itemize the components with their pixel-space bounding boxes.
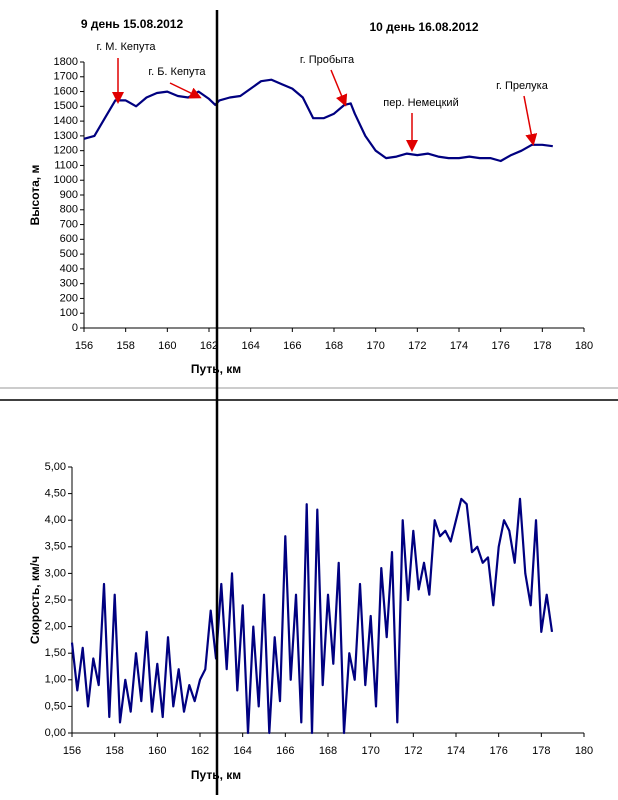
y-tick-label: 3,00 bbox=[45, 567, 66, 579]
y-tick-label: 0 bbox=[72, 322, 78, 334]
y-tick-label: 2,00 bbox=[45, 621, 66, 633]
y-tick-label: 1600 bbox=[54, 85, 78, 97]
y-tick-label: 700 bbox=[60, 218, 78, 230]
annotation: г. Пробыта bbox=[300, 54, 355, 66]
annotation-arrow bbox=[169, 82, 202, 99]
y-tick-label: 200 bbox=[60, 292, 78, 304]
x-tick-label: 172 bbox=[404, 745, 422, 757]
y-tick-label: 0,50 bbox=[45, 700, 66, 712]
y-tick-label: 1,00 bbox=[45, 674, 66, 686]
annotation: г. Прелука bbox=[496, 80, 549, 92]
annotation-arrow bbox=[330, 69, 348, 107]
y-tick-label: 4,50 bbox=[45, 488, 66, 500]
y-tick-label: 400 bbox=[60, 263, 78, 275]
x-tick-label: 156 bbox=[75, 340, 93, 352]
x-tick-label: 166 bbox=[283, 340, 301, 352]
x-tick-label: 158 bbox=[105, 745, 123, 757]
y-axis-label: Высота, м bbox=[28, 165, 42, 226]
annotation: г. Б. Кепута bbox=[148, 66, 206, 78]
y-tick-label: 500 bbox=[60, 248, 78, 260]
x-tick-label: 168 bbox=[319, 745, 337, 757]
x-tick-label: 164 bbox=[241, 340, 259, 352]
y-tick-label: 1500 bbox=[54, 100, 78, 112]
y-tick-label: 1,50 bbox=[45, 647, 66, 659]
x-tick-label: 180 bbox=[575, 340, 593, 352]
x-tick-label: 174 bbox=[447, 745, 465, 757]
y-axis-label: Скорость, км/ч bbox=[28, 556, 42, 644]
x-tick-label: 178 bbox=[533, 340, 551, 352]
line-series bbox=[83, 78, 553, 163]
day-label: 9 день 15.08.2012 bbox=[81, 17, 184, 31]
x-tick-label: 178 bbox=[532, 745, 550, 757]
x-tick-label: 170 bbox=[366, 340, 384, 352]
y-tick-label: 1800 bbox=[54, 56, 78, 68]
day-label: 10 день 16.08.2012 bbox=[370, 20, 479, 34]
y-tick-label: 1300 bbox=[54, 130, 78, 142]
y-tick-label: 4,00 bbox=[45, 514, 66, 526]
x-tick-label: 164 bbox=[233, 745, 251, 757]
x-tick-label: 160 bbox=[158, 340, 176, 352]
y-tick-label: 300 bbox=[60, 278, 78, 290]
x-tick-label: 162 bbox=[200, 340, 218, 352]
x-tick-label: 156 bbox=[63, 745, 81, 757]
x-tick-label: 176 bbox=[489, 745, 507, 757]
y-tick-label: 100 bbox=[60, 307, 78, 319]
y-tick-label: 3,50 bbox=[45, 541, 66, 553]
x-tick-label: 168 bbox=[325, 340, 343, 352]
y-tick-label: 5,00 bbox=[45, 461, 66, 473]
y-tick-label: 1200 bbox=[54, 145, 78, 157]
y-tick-label: 800 bbox=[60, 204, 78, 216]
x-tick-label: 166 bbox=[276, 745, 294, 757]
y-tick-label: 900 bbox=[60, 189, 78, 201]
x-tick-label: 174 bbox=[450, 340, 468, 352]
y-tick-label: 600 bbox=[60, 233, 78, 245]
x-tick-label: 158 bbox=[116, 340, 134, 352]
x-tick-label: 162 bbox=[191, 745, 209, 757]
y-tick-label: 1100 bbox=[54, 159, 78, 171]
annotation: пер. Немецкий bbox=[383, 97, 458, 109]
y-tick-label: 1000 bbox=[54, 174, 78, 186]
y-tick-label: 0,00 bbox=[45, 727, 66, 739]
y-tick-label: 2,50 bbox=[45, 594, 66, 606]
x-tick-label: 172 bbox=[408, 340, 426, 352]
x-tick-label: 170 bbox=[361, 745, 379, 757]
y-tick-label: 1400 bbox=[54, 115, 78, 127]
x-tick-label: 176 bbox=[491, 340, 509, 352]
x-tick-label: 180 bbox=[575, 745, 593, 757]
y-tick-label: 1700 bbox=[54, 71, 78, 83]
annotation-arrow bbox=[523, 95, 538, 146]
annotation: г. М. Кепута bbox=[96, 41, 156, 53]
x-tick-label: 160 bbox=[148, 745, 166, 757]
line-series bbox=[70, 497, 554, 735]
